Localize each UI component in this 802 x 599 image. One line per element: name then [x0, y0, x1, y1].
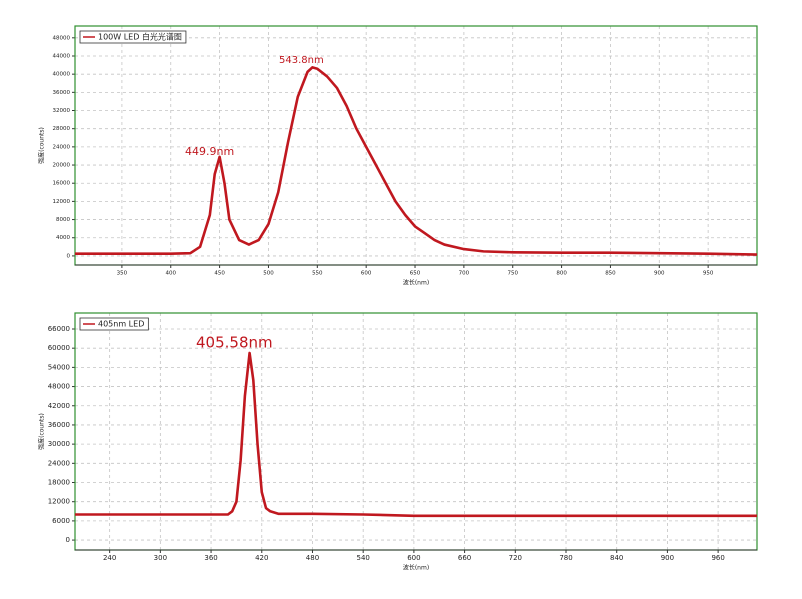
x-axis-title: 波长(nm) [403, 564, 429, 572]
y-tick-label: 20000 [53, 163, 71, 169]
x-tick-label: 660 [458, 554, 471, 562]
x-tick-label: 400 [166, 271, 177, 277]
y-tick-label: 40000 [53, 72, 71, 78]
x-tick-label: 500 [263, 271, 274, 277]
x-tick-label: 750 [507, 271, 518, 277]
x-tick-label: 450 [214, 271, 225, 277]
peak-annotation: 405.58nm [196, 334, 273, 352]
plot-area [75, 26, 757, 265]
y-tick-label: 28000 [53, 126, 71, 132]
y-tick-label: 48000 [48, 383, 70, 391]
y-tick-label: 36000 [48, 421, 70, 429]
x-tick-label: 550 [312, 271, 323, 277]
x-tick-label: 300 [154, 554, 167, 562]
y-tick-label: 8000 [56, 217, 70, 223]
y-tick-label: 12000 [53, 199, 71, 205]
y-tick-label: 54000 [48, 363, 70, 371]
x-tick-label: 240 [103, 554, 116, 562]
x-tick-label: 900 [661, 554, 674, 562]
y-tick-label: 4000 [56, 235, 70, 241]
x-tick-label: 600 [407, 554, 420, 562]
y-tick-label: 60000 [48, 344, 70, 352]
x-tick-label: 540 [356, 554, 369, 562]
x-tick-label: 360 [204, 554, 217, 562]
y-tick-label: 0 [67, 253, 71, 259]
x-tick-label: 800 [556, 271, 567, 277]
legend-box [79, 30, 187, 44]
x-tick-label: 900 [654, 271, 665, 277]
x-tick-label: 720 [509, 554, 522, 562]
y-tick-label: 48000 [53, 35, 71, 41]
y-tick-label: 18000 [48, 479, 70, 487]
legend-label: 100W LED 白光光谱图 [98, 32, 182, 42]
y-axis-title: 强度(counts) [38, 413, 46, 450]
x-tick-label: 850 [605, 271, 616, 277]
x-tick-label: 350 [117, 271, 128, 277]
y-tick-label: 24000 [53, 144, 71, 150]
y-tick-label: 30000 [48, 440, 70, 448]
peak-annotation: 449.9nm [185, 145, 234, 158]
legend-box [79, 317, 149, 331]
y-tick-label: 6000 [52, 517, 70, 525]
x-tick-label: 600 [361, 271, 372, 277]
series-line [75, 351, 757, 518]
x-tick-label: 840 [610, 554, 623, 562]
x-tick-label: 700 [459, 271, 470, 277]
x-tick-label: 650 [410, 271, 421, 277]
y-tick-label: 66000 [48, 325, 70, 333]
series-line [75, 66, 758, 256]
y-axis-title: 强度(counts) [38, 127, 46, 164]
x-tick-label: 780 [559, 554, 572, 562]
x-tick-label: 950 [703, 271, 714, 277]
y-tick-label: 44000 [53, 53, 71, 59]
y-tick-label: 32000 [53, 108, 71, 114]
y-tick-label: 36000 [53, 90, 71, 96]
legend-label: 405nm LED [98, 320, 144, 329]
plot-area [75, 313, 757, 550]
y-tick-label: 12000 [48, 498, 70, 506]
y-tick-label: 0 [66, 536, 70, 544]
x-tick-label: 960 [711, 554, 724, 562]
y-tick-label: 42000 [48, 402, 70, 410]
y-tick-label: 16000 [53, 181, 71, 187]
y-tick-label: 24000 [48, 459, 70, 467]
x-axis-title: 波长(nm) [403, 279, 429, 287]
x-tick-label: 480 [306, 554, 319, 562]
peak-annotation: 543.8nm [279, 55, 324, 66]
x-tick-label: 420 [255, 554, 268, 562]
